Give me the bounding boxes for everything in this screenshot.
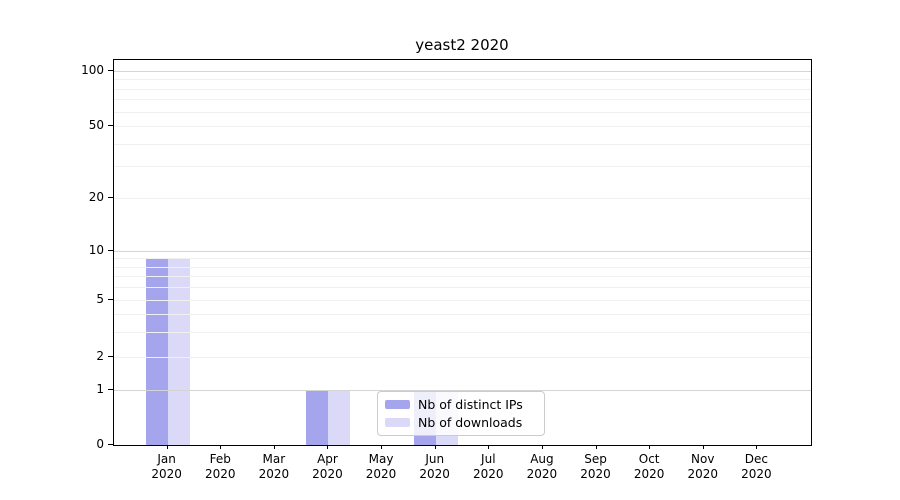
gridline-20 <box>114 198 811 199</box>
bar-jan-downloads <box>167 258 190 445</box>
x-tick-label-jan: Jan 2020 <box>151 452 182 481</box>
x-tick-label-nov: Nov 2020 <box>687 452 719 481</box>
gridline-50 <box>114 126 811 127</box>
gridline-4 <box>114 313 811 315</box>
x-tick-mark-nov <box>702 445 704 449</box>
y-tick-mark-10 <box>108 250 113 251</box>
x-tick-label-mar: Mar 2020 <box>258 452 290 481</box>
x-tick-mark-feb <box>220 445 222 449</box>
y-tick-label-50: 50 <box>88 118 104 132</box>
gridline-80 <box>114 88 811 90</box>
y-tick-mark-20 <box>108 197 113 198</box>
legend: Nb of distinct IPs Nb of downloads <box>377 391 545 436</box>
y-tick-mark-100 <box>108 70 113 71</box>
bar-apr-distinct-ips <box>306 390 329 445</box>
y-tick-mark-1 <box>108 389 113 390</box>
y-tick-mark-0 <box>108 444 113 445</box>
y-tick-label-20: 20 <box>88 190 104 204</box>
x-tick-label-oct: Oct 2020 <box>633 452 665 481</box>
x-tick-mark-mar <box>273 445 275 449</box>
x-tick-label-jul: Jul 2020 <box>473 452 504 481</box>
x-tick-mark-jan <box>166 445 168 449</box>
gridline-30 <box>114 166 811 168</box>
chart-title: yeast2 2020 <box>415 36 509 54</box>
legend-label-downloads: Nb of downloads <box>418 415 523 430</box>
gridline-6 <box>114 287 811 289</box>
x-tick-mark-may <box>381 445 383 449</box>
y-tick-label-10: 10 <box>88 243 104 257</box>
gridline-1 <box>114 390 811 391</box>
gridline-40 <box>114 143 811 145</box>
x-tick-label-sep: Sep 2020 <box>580 452 611 481</box>
y-tick-label-2: 2 <box>96 349 104 363</box>
bar-jan-distinct-ips <box>145 258 168 445</box>
x-tick-label-apr: Apr 2020 <box>312 452 343 481</box>
y-tick-label-5: 5 <box>96 292 104 306</box>
gridline-9 <box>114 258 811 260</box>
x-tick-label-feb: Feb 2020 <box>204 452 236 481</box>
y-tick-mark-5 <box>108 299 113 300</box>
legend-swatch-downloads <box>385 418 410 427</box>
x-tick-label-may: May 2020 <box>365 452 397 481</box>
gridline-100 <box>114 71 811 72</box>
x-tick-mark-aug <box>541 445 543 449</box>
x-tick-label-aug: Aug 2020 <box>526 452 558 481</box>
y-tick-label-100: 100 <box>81 63 104 77</box>
plot-area <box>113 59 812 446</box>
y-tick-mark-50 <box>108 125 113 126</box>
gridline-90 <box>114 79 811 81</box>
gridline-70 <box>114 99 811 101</box>
x-tick-label-dec: Dec 2020 <box>741 452 772 481</box>
bar-apr-downloads <box>328 390 351 445</box>
gridline-10 <box>114 251 811 252</box>
y-tick-label-1: 1 <box>96 382 104 396</box>
x-tick-mark-dec <box>756 445 758 449</box>
x-tick-mark-sep <box>595 445 597 449</box>
gridline-7 <box>114 276 811 278</box>
gridline-2 <box>114 357 811 358</box>
y-tick-mark-2 <box>108 356 113 357</box>
legend-swatch-distinct-ips <box>385 400 410 409</box>
x-tick-mark-jul <box>488 445 490 449</box>
gridline-3 <box>114 331 811 333</box>
x-tick-mark-apr <box>327 445 329 449</box>
gridline-60 <box>114 111 811 113</box>
gridline-8 <box>114 266 811 268</box>
legend-row-downloads: Nb of downloads <box>385 415 537 430</box>
x-tick-label-jun: Jun 2020 <box>419 452 450 481</box>
y-tick-label-0: 0 <box>96 437 104 451</box>
x-tick-mark-oct <box>649 445 651 449</box>
gridline-5 <box>114 300 811 301</box>
legend-row-distinct-ips: Nb of distinct IPs <box>385 397 537 412</box>
x-tick-mark-jun <box>434 445 436 449</box>
legend-label-distinct-ips: Nb of distinct IPs <box>418 397 523 412</box>
